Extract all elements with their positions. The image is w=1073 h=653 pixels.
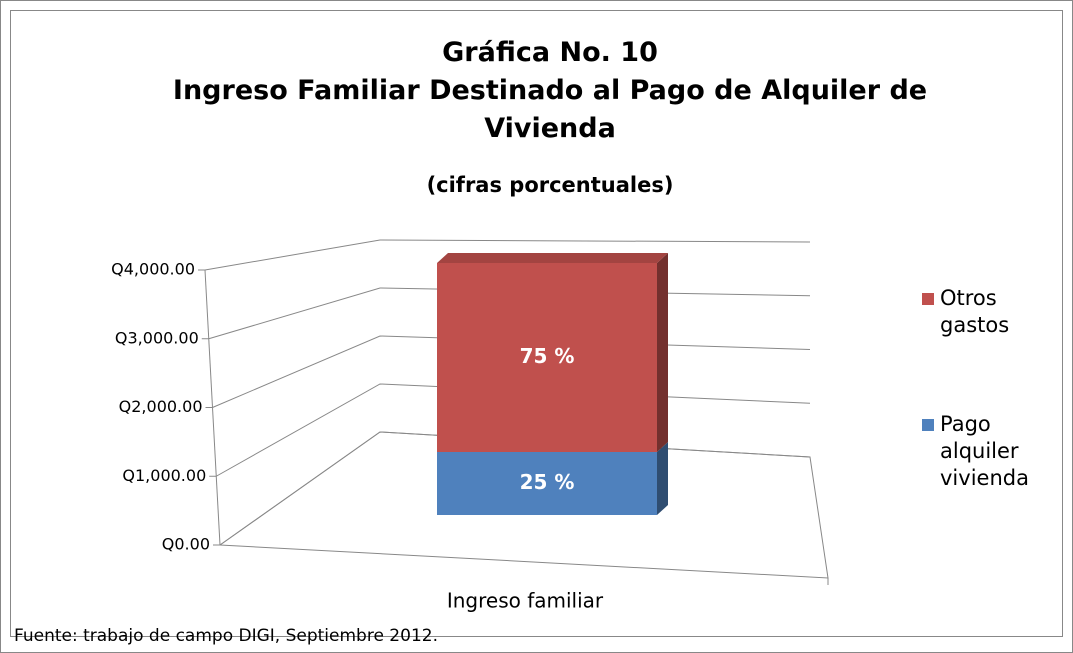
chart-border [10, 10, 1063, 637]
unit-note: (cifras porcentuales) [426, 173, 674, 197]
y-tick-label: Q0.00 [162, 535, 210, 554]
bar-side [657, 253, 668, 452]
bar [437, 263, 657, 452]
y-tick-label: Q1,000.00 [122, 466, 206, 485]
x-tick-label: Ingreso familiar [447, 589, 604, 613]
y-tick-label: Q4,000.00 [111, 260, 195, 279]
y-tick-label: Q2,000.00 [119, 397, 203, 416]
chart-title: Gráfica No. 10 [442, 37, 658, 68]
bar-side [657, 442, 668, 515]
bar-top [437, 253, 668, 263]
y-tick-label: Q3,000.00 [115, 328, 199, 347]
chart-subtitle: Ingreso Familiar Destinado al Pago de Al… [172, 75, 928, 144]
bar [437, 452, 657, 515]
source-note: Fuente: trabajo de campo DIGI, Septiembr… [14, 626, 438, 646]
grid-line [204, 239, 811, 271]
legend-swatch [922, 419, 934, 431]
legend-label: Otros gastos [940, 286, 1010, 337]
data-label: 25 % [520, 470, 575, 494]
data-label: 75 % [520, 344, 575, 368]
legend-label: Pago alquiler vivienda [940, 412, 1029, 490]
legend-swatch [922, 293, 934, 305]
